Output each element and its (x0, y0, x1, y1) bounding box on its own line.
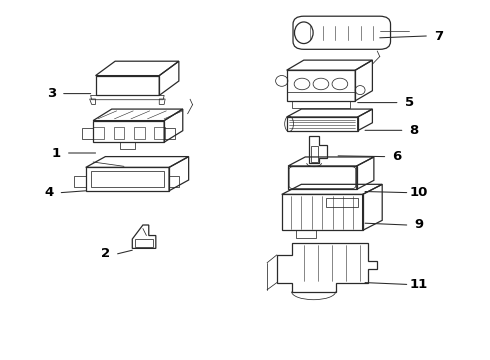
Text: 2: 2 (101, 247, 110, 260)
Text: 11: 11 (410, 278, 428, 291)
Text: 8: 8 (410, 124, 418, 137)
Text: 6: 6 (392, 150, 401, 163)
Text: 4: 4 (45, 186, 53, 199)
Text: 9: 9 (415, 219, 423, 231)
Text: 7: 7 (434, 30, 443, 42)
Text: 10: 10 (410, 186, 428, 199)
Text: 5: 5 (405, 96, 414, 109)
Text: 3: 3 (47, 87, 56, 100)
Text: 1: 1 (52, 147, 61, 159)
